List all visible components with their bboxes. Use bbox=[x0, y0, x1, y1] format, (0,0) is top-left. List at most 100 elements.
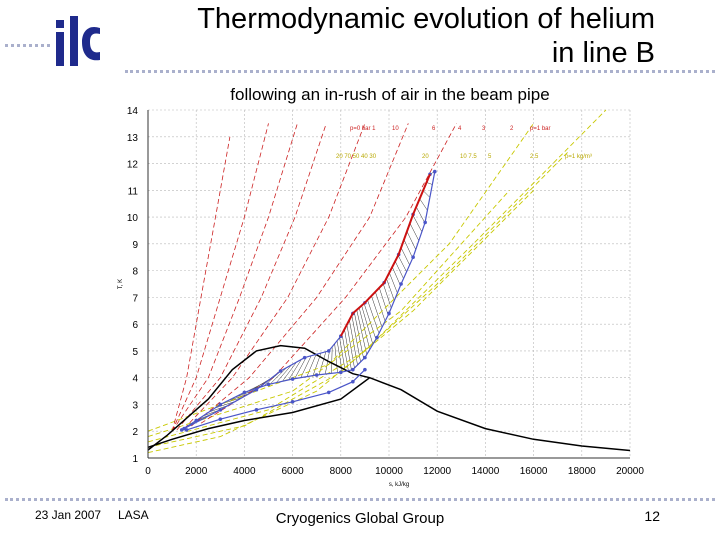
y-axis-label: T, K bbox=[118, 279, 124, 289]
lower-path-point bbox=[290, 399, 295, 404]
y-tick-label: 13 bbox=[127, 133, 139, 144]
lower-path-point bbox=[218, 417, 223, 421]
y-tick-label: 11 bbox=[128, 186, 139, 197]
hatch-line bbox=[392, 266, 401, 286]
lower-path-point bbox=[326, 390, 331, 395]
lower-path-point bbox=[254, 408, 259, 412]
hatch-line bbox=[371, 295, 383, 328]
hatch-line bbox=[282, 362, 297, 382]
isobar-label: 3 bbox=[482, 126, 486, 132]
hatch-line bbox=[394, 261, 404, 279]
y-tick-label: 6 bbox=[132, 320, 138, 331]
saturation-dome-line bbox=[147, 344, 631, 452]
slide-title-line1: Thermodynamic evolution of helium bbox=[197, 3, 655, 35]
upper-path-point bbox=[242, 390, 247, 395]
upper-path-point bbox=[399, 282, 403, 286]
hatch-line bbox=[367, 299, 380, 334]
footer-dotted-rule bbox=[5, 498, 715, 501]
hatch-line bbox=[397, 255, 407, 272]
hatch-line bbox=[354, 312, 364, 359]
isobar-line bbox=[200, 123, 457, 424]
isochore-label: 10 7.5 bbox=[460, 154, 477, 160]
hatch-line bbox=[386, 278, 395, 301]
upper-path-point bbox=[266, 382, 271, 387]
y-tick-label: 5 bbox=[132, 347, 138, 358]
mid-path-point bbox=[302, 355, 307, 360]
x-tick-label: 4000 bbox=[233, 466, 256, 477]
mid-path-point bbox=[278, 369, 283, 373]
slide-title-line2: in line B bbox=[551, 37, 655, 69]
slide-subtitle: following an in-rush of air in the beam … bbox=[230, 85, 550, 104]
isochore-line bbox=[147, 189, 534, 454]
hatch-line bbox=[400, 247, 410, 266]
mid-path-point bbox=[254, 387, 259, 392]
y-tick-label: 9 bbox=[132, 240, 138, 251]
hatch-line bbox=[382, 283, 392, 309]
x-tick-label: 8000 bbox=[330, 466, 353, 477]
hatch-line bbox=[294, 357, 307, 379]
inner-boundary-line bbox=[147, 377, 371, 449]
x-axis-label: s, kJ/kg bbox=[389, 482, 409, 488]
isochore-label: 20 70 50 40 30 bbox=[336, 154, 377, 160]
upper-path-point bbox=[290, 377, 295, 381]
hatch-line bbox=[403, 239, 413, 259]
isochore-line bbox=[147, 189, 510, 438]
upper-envelope-highlight bbox=[339, 173, 431, 337]
isobar-line bbox=[176, 123, 327, 431]
hatch-line bbox=[416, 206, 426, 224]
upper-path-point bbox=[411, 255, 415, 260]
isochore-line bbox=[147, 109, 607, 443]
y-tick-label: 14 bbox=[127, 106, 139, 117]
hatch-line bbox=[339, 337, 346, 372]
isobar-line bbox=[171, 136, 231, 432]
isobar-label: p=1 bar bbox=[530, 126, 551, 132]
isobar-label: 10 bbox=[392, 126, 399, 132]
hatch-line bbox=[419, 198, 428, 211]
y-tick-label: 7 bbox=[132, 293, 138, 304]
x-tick-label: 2000 bbox=[185, 466, 208, 477]
hatch-line bbox=[356, 309, 367, 355]
footer-group: Cryogenics Global Group bbox=[275, 510, 445, 527]
upper-path-point bbox=[339, 370, 343, 375]
isochore-line bbox=[147, 123, 534, 432]
hatch-line bbox=[379, 287, 389, 316]
x-tick-label: 20000 bbox=[616, 466, 644, 477]
hatch-line bbox=[426, 182, 433, 185]
x-tick-label: 16000 bbox=[520, 466, 548, 477]
x-tick-label: 0 bbox=[145, 466, 151, 477]
hatch-line bbox=[288, 359, 302, 381]
hatch-line bbox=[351, 315, 361, 362]
header-dotted-rule-left bbox=[5, 44, 50, 47]
header-dotted-rule bbox=[125, 70, 715, 73]
x-tick-label: 12000 bbox=[423, 466, 451, 477]
mid-path-point bbox=[182, 426, 186, 431]
hatch-line bbox=[306, 354, 317, 377]
isobar-line bbox=[183, 123, 366, 429]
y-tick-label: 8 bbox=[132, 267, 138, 278]
isochore-label: 20 bbox=[422, 154, 429, 160]
hatch-line bbox=[422, 190, 431, 198]
hatch-line bbox=[412, 214, 423, 232]
x-tick-label: 10000 bbox=[375, 466, 403, 477]
hatch-line bbox=[363, 303, 377, 340]
x-tick-label: 6000 bbox=[281, 466, 304, 477]
isochore-line bbox=[147, 149, 571, 448]
hatch-line bbox=[361, 305, 374, 345]
slide-title: Thermodynamic evolution of helium in lin… bbox=[110, 2, 655, 70]
ilc-logo bbox=[56, 16, 100, 66]
ts-diagram: 0 2000 4000 6000 8000 10000 12000 14000 16000 180… bbox=[118, 106, 644, 488]
upper-path-point bbox=[423, 220, 427, 225]
y-tick-label: 10 bbox=[127, 213, 139, 224]
isobar-label: 2 bbox=[510, 126, 514, 132]
x-tick-label: 18000 bbox=[568, 466, 596, 477]
isobar-label: 4 bbox=[458, 126, 462, 132]
hatch-line bbox=[389, 272, 398, 294]
y-tick-label: 3 bbox=[132, 400, 138, 411]
hatch-line bbox=[214, 401, 236, 409]
footer-date: 23 Jan 2007 bbox=[35, 508, 102, 522]
mid-path-point bbox=[326, 349, 331, 353]
upper-path-point bbox=[432, 169, 437, 174]
upper-path-point bbox=[314, 373, 319, 377]
y-tick-label: 1 bbox=[132, 454, 138, 465]
y-tick-label: 2 bbox=[132, 427, 138, 438]
